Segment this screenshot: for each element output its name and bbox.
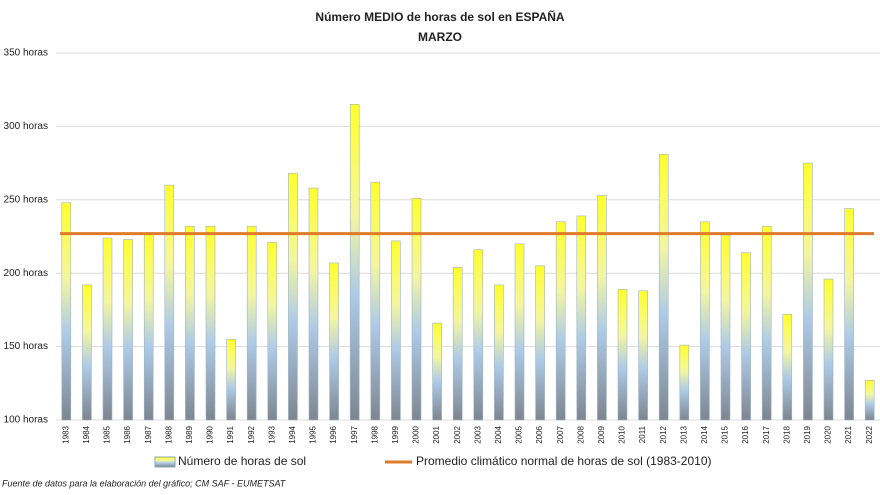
legend-label: Número de horas de sol: [178, 454, 306, 468]
x-tick-label: 1988: [164, 425, 173, 443]
bar: [576, 215, 587, 421]
x-tick-label: 2021: [844, 425, 853, 443]
legend-swatch: [154, 456, 176, 468]
bar: [844, 208, 854, 421]
x-tick-label: 2022: [865, 425, 874, 443]
x-tick-label: 2009: [597, 425, 606, 443]
x-tick-label: 1990: [206, 425, 215, 443]
x-tick-label: 1997: [350, 425, 359, 443]
bar: [658, 153, 669, 421]
bar: [349, 104, 360, 421]
x-tick-label: 1998: [370, 425, 379, 443]
bar: [246, 225, 257, 421]
bar: [741, 252, 751, 421]
bar: [288, 173, 298, 421]
x-tick-label: 1996: [329, 425, 338, 443]
bar: [617, 289, 628, 421]
bar: [267, 242, 278, 421]
y-tick-label: 150 horas: [4, 341, 48, 352]
x-tick-label: 2001: [432, 425, 441, 443]
x-tick-label: 1985: [103, 425, 112, 443]
x-tick-label: 2007: [556, 425, 565, 443]
bar: [720, 234, 731, 421]
x-tick-label: 2012: [659, 425, 668, 443]
bar: [555, 221, 566, 421]
bar: [514, 243, 525, 421]
x-tick-label: 2002: [453, 425, 462, 443]
bar: [432, 322, 442, 421]
x-tick-label: 1994: [288, 425, 297, 443]
bar: [761, 225, 772, 421]
x-tick-label: 1993: [267, 425, 276, 443]
y-tick-label: 200 horas: [4, 268, 48, 279]
bar: [411, 198, 422, 421]
x-tick-label: 1984: [82, 425, 91, 443]
x-tick-label: 2020: [824, 425, 833, 443]
x-tick-label: 2017: [762, 425, 771, 443]
x-tick-label: 2003: [473, 425, 482, 443]
bar: [123, 239, 133, 421]
source-note: Fuente de datos para la elaboración del …: [2, 478, 287, 488]
bar: [391, 240, 401, 421]
bar: [226, 338, 236, 421]
x-tick-label: 2006: [535, 425, 544, 443]
x-tick-label: 2008: [576, 425, 585, 443]
x-tick-label: 1986: [123, 425, 132, 443]
x-tick-label: 1989: [185, 425, 194, 443]
bar: [61, 202, 72, 421]
bar: [329, 262, 339, 421]
x-tick-label: 2014: [700, 425, 709, 443]
y-tick-label: 100 horas: [4, 415, 48, 426]
x-tick-label: 2018: [782, 425, 791, 443]
bar: [803, 162, 813, 421]
y-tick-label: 250 horas: [4, 194, 48, 205]
bar: [308, 187, 319, 421]
bar: [205, 225, 216, 421]
x-tick-label: 1992: [247, 425, 256, 443]
x-tick-label: 1991: [226, 425, 235, 443]
x-tick-label: 1995: [309, 425, 318, 443]
bar: [679, 344, 690, 421]
y-tick-label: 350 horas: [4, 48, 48, 59]
bar: [494, 284, 504, 421]
bar: [597, 195, 607, 421]
x-tick-label: 2004: [494, 425, 503, 443]
x-tick-label: 2016: [741, 425, 750, 443]
x-tick-label: 2019: [803, 425, 812, 443]
bar: [700, 221, 710, 421]
bar: [864, 380, 875, 421]
x-tick-label: 2013: [679, 425, 688, 443]
bar: [370, 181, 381, 421]
x-tick-label: 2015: [721, 425, 730, 443]
bar: [164, 184, 175, 421]
x-tick-label: 2011: [638, 425, 647, 443]
x-tick-label: 1987: [144, 425, 153, 443]
bar: [823, 278, 834, 421]
x-tick-label: 2010: [618, 425, 627, 443]
x-tick-label: 2000: [412, 425, 421, 443]
chart-subtitle: MARZO: [418, 30, 462, 44]
bar: [473, 249, 484, 421]
x-tick-label: 1999: [391, 425, 400, 443]
y-tick-label: 300 horas: [4, 121, 48, 132]
x-tick-label: 2005: [515, 425, 524, 443]
bar: [782, 314, 793, 421]
bar: [185, 225, 195, 421]
bar: [82, 284, 92, 421]
legend-label: Promedio climático normal de horas de so…: [416, 454, 711, 468]
bar: [102, 237, 113, 421]
x-tick-label: 1983: [61, 425, 70, 443]
bar: [535, 265, 545, 421]
bar: [143, 233, 154, 421]
bar: [452, 267, 463, 421]
chart-title: Número MEDIO de horas de sol en ESPAÑA: [315, 9, 564, 24]
bar: [638, 290, 648, 421]
